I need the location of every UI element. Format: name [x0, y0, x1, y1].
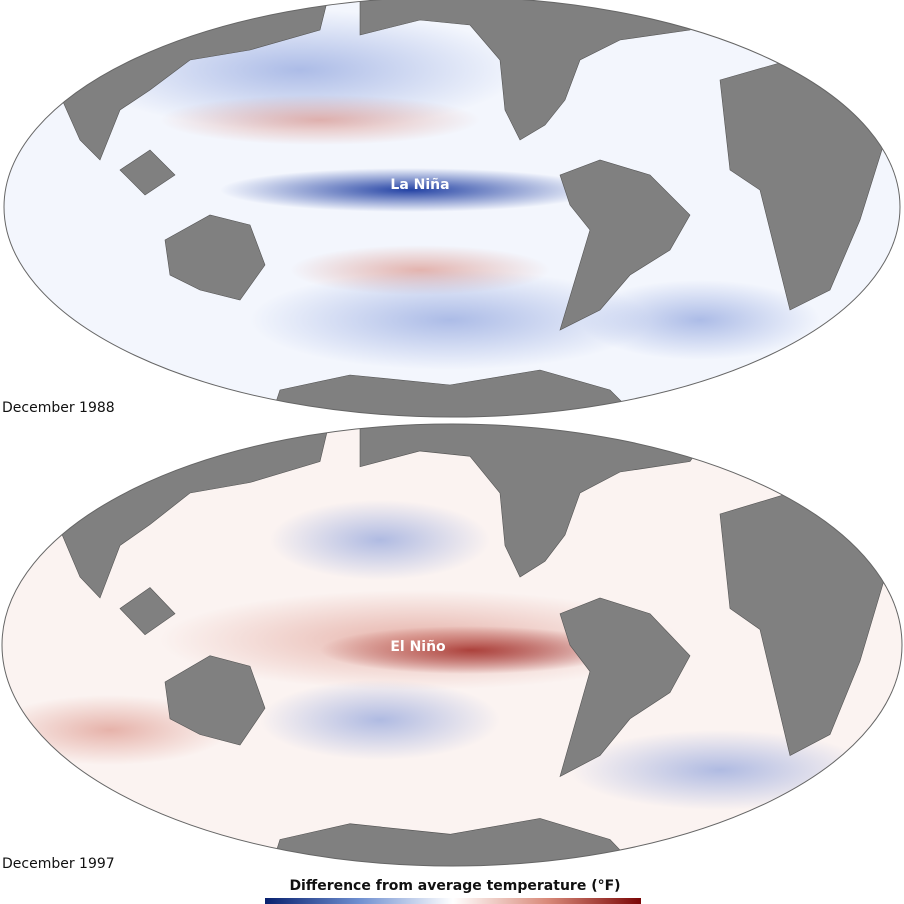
map-caption: December 1997	[2, 856, 115, 872]
map-label: El Niño	[390, 639, 446, 655]
map-1988	[4, 0, 900, 417]
map-outline	[1, 423, 903, 867]
map-1997	[2, 424, 902, 866]
map-label: La Niña	[390, 177, 449, 193]
map-caption: December 1988	[2, 400, 115, 416]
colorbar	[265, 898, 641, 904]
map-outline	[3, 0, 901, 418]
legend-title: Difference from average temperature (°F)	[289, 878, 620, 894]
